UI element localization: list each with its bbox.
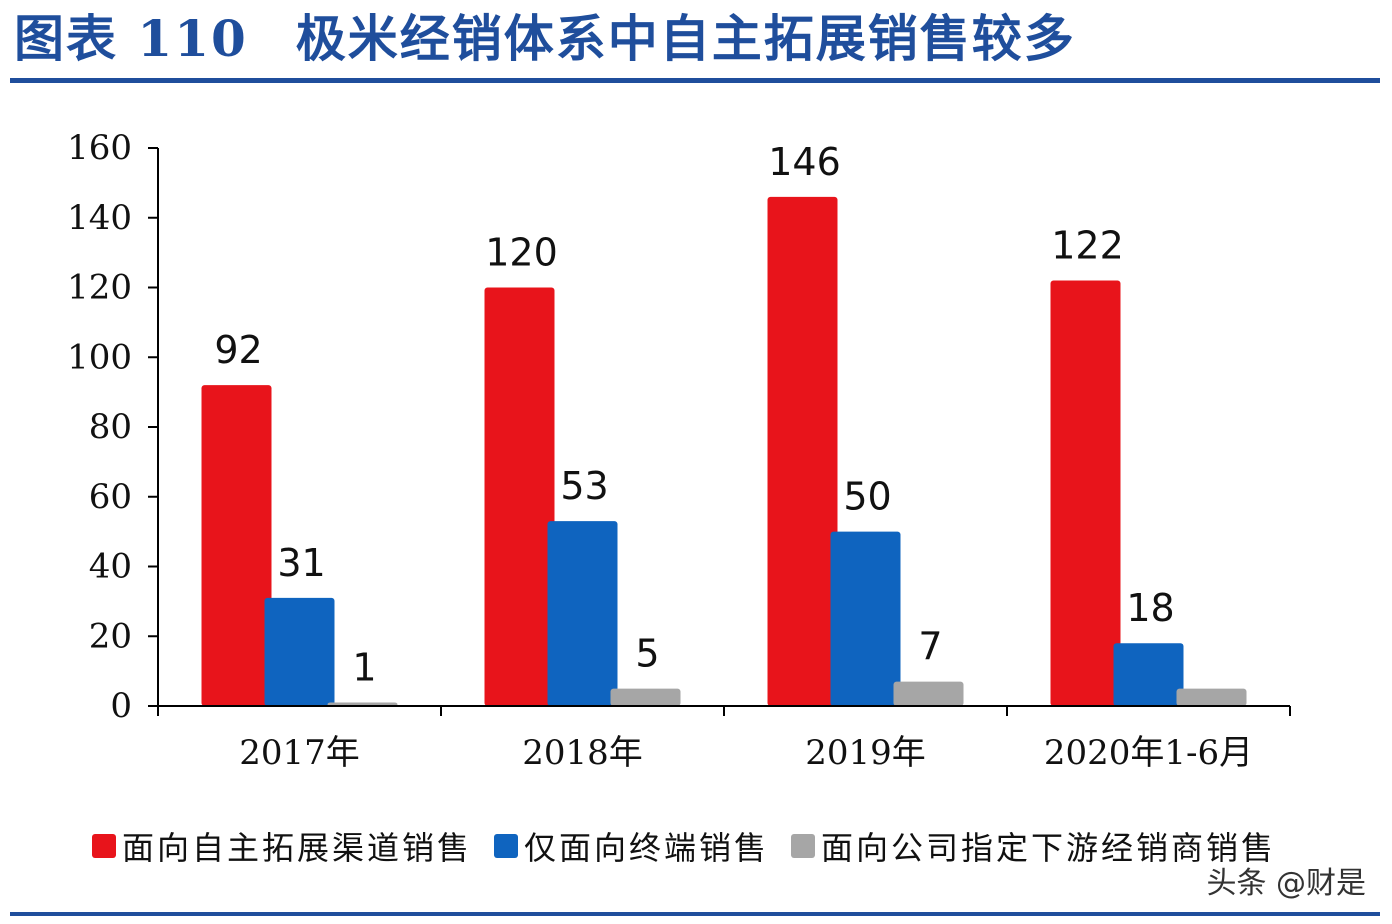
figure-title: 极米经销体系中自主拓展销售较多 (295, 9, 1076, 68)
bar-2018年-面向自主拓展渠道销售 (484, 287, 555, 706)
legend-swatch-red (92, 834, 116, 858)
bar-2020年1-6月-面向自主拓展渠道销售 (1050, 280, 1121, 706)
data-label: 50 (843, 475, 891, 519)
legend: 面向自主拓展渠道销售 仅面向终端销售 面向公司指定下游经销商销售 (92, 824, 1298, 868)
data-label: 31 (277, 541, 325, 585)
data-label: 1 (352, 646, 376, 690)
legend-label: 仅面向终端销售 (524, 829, 770, 867)
legend-item-self-expansion: 面向自主拓展渠道销售 (92, 823, 472, 869)
bar-2019年-面向自主拓展渠道销售 (767, 196, 838, 706)
bar-2020年1-6月-仅面向终端销售 (1113, 643, 1184, 706)
chart-title: 图表 110 极米经销体系中自主拓展销售较多 (14, 4, 1076, 74)
x-category-label: 2018年 (522, 733, 643, 773)
figure-number: 图表 110 (14, 9, 248, 68)
bar-chart: 0 20 40 60 80 100 120 140 160 92 31 1 2017年 120 53 5 201… (67, 128, 1291, 773)
bar-2020年1-6月-面向公司指定下游经销商销售 (1176, 688, 1247, 706)
bar-2019年-仅面向终端销售 (830, 531, 901, 706)
legend-item-designated-dealer: 面向公司指定下游经销商销售 (791, 823, 1276, 869)
y-tick-label: 60 (89, 477, 132, 517)
y-tick-label: 100 (67, 337, 132, 377)
x-category-label: 2020年1-6月 (1044, 733, 1253, 773)
legend-label: 面向公司指定下游经销商销售 (821, 829, 1277, 867)
bottom-rule (10, 912, 1380, 916)
x-category-label: 2017年 (239, 733, 360, 773)
legend-swatch-gray (791, 834, 816, 858)
bar-2017年-面向自主拓展渠道销售 (201, 385, 272, 706)
data-label: 5 (635, 632, 659, 676)
x-category-label: 2019年 (805, 733, 926, 773)
legend-swatch-blue (494, 834, 519, 858)
y-tick-label: 40 (89, 547, 132, 587)
data-label: 18 (1126, 586, 1174, 630)
data-label: 146 (768, 140, 841, 184)
title-underline (10, 78, 1380, 83)
bar-2018年-仅面向终端销售 (547, 521, 618, 706)
data-label: 122 (1051, 224, 1124, 268)
legend-label: 面向自主拓展渠道销售 (122, 829, 473, 867)
bar-2018年-面向公司指定下游经销商销售 (610, 688, 681, 706)
y-tick-label: 20 (89, 616, 132, 656)
bar-2017年-仅面向终端销售 (264, 597, 335, 706)
bar-2019年-面向公司指定下游经销商销售 (893, 681, 964, 706)
y-tick-label: 0 (110, 686, 132, 726)
data-label: 7 (918, 625, 942, 669)
y-tick-label: 120 (67, 268, 132, 308)
legend-item-terminal-only: 仅面向终端销售 (494, 823, 769, 869)
data-label: 53 (560, 464, 608, 508)
data-label: 92 (214, 328, 262, 372)
data-label: 120 (485, 231, 558, 275)
y-tick-label: 140 (67, 198, 132, 238)
watermark: 头条 @财是 (1206, 866, 1366, 901)
y-tick-label: 160 (67, 128, 132, 168)
y-tick-label: 80 (89, 407, 132, 447)
